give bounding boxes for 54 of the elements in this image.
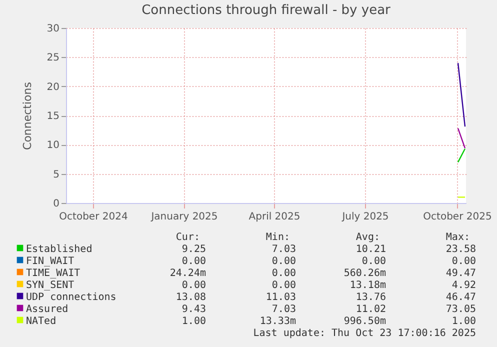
- text: 1.00: [182, 316, 206, 327]
- chart-title: Connections through firewall - by year: [142, 3, 392, 18]
- y-tick-label: 5: [53, 169, 60, 180]
- text: 13.76: [356, 292, 386, 303]
- text: 0.00: [362, 256, 386, 267]
- text: 73.05: [446, 304, 476, 315]
- legend-label: NATed: [26, 316, 56, 327]
- x-tick-label: January 2025: [150, 212, 218, 222]
- text: 996.50m: [344, 316, 386, 327]
- text: 0.00: [452, 256, 476, 267]
- y-tick-label: 15: [46, 111, 60, 122]
- text: 10.21: [356, 244, 386, 255]
- text: 7.03: [272, 304, 296, 315]
- x-tick-label: October 2025: [423, 212, 492, 222]
- text: 0.00: [272, 256, 296, 267]
- text: 0.00: [182, 280, 206, 291]
- text: 11.02: [356, 304, 386, 315]
- text: Cur:: [176, 232, 200, 243]
- text: 0.00: [182, 256, 206, 267]
- text: 7.03: [272, 244, 296, 255]
- text: 23.58: [446, 244, 476, 255]
- x-tick-label: July 2025: [341, 212, 389, 222]
- legend-label: FIN_WAIT: [26, 256, 74, 267]
- text: 13.08: [176, 292, 206, 303]
- text: 1.00: [452, 316, 476, 327]
- legend-label: TIME_WAIT: [26, 268, 80, 279]
- x-tick-label: April 2025: [248, 212, 300, 222]
- legend-label: UDP connections: [26, 292, 116, 303]
- text: 13.18m: [350, 280, 386, 291]
- text: 11.03: [266, 292, 296, 303]
- text: 13.33m: [260, 316, 296, 327]
- text: Min:: [266, 232, 290, 243]
- text: 0.00: [272, 268, 296, 279]
- legend-label: SYN_SENT: [26, 280, 74, 291]
- y-tick-label: 25: [46, 52, 60, 64]
- y-tick-label: 0: [53, 198, 60, 210]
- text: 24.24m: [170, 268, 206, 279]
- text: 46.47: [446, 292, 476, 303]
- y-tick-label: 10: [46, 140, 60, 152]
- text: 9.25: [182, 244, 206, 255]
- text: 9.43: [182, 304, 206, 315]
- x-tick-label: October 2024: [59, 212, 128, 222]
- y-axis-title: Connections: [20, 82, 34, 150]
- text: Avg:: [356, 232, 380, 243]
- legend-label: Established: [26, 244, 92, 255]
- text: 0.00: [272, 280, 296, 291]
- text: 560.26m: [344, 268, 386, 279]
- text: 49.47: [446, 268, 476, 279]
- text: Max:: [446, 232, 470, 243]
- text: 4.92: [452, 280, 476, 291]
- y-tick-label: 20: [46, 82, 60, 93]
- text: Last update: Thu Oct 23 17:00:16 2025: [253, 328, 476, 339]
- legend-label: Assured: [26, 304, 68, 315]
- y-tick-label: 30: [46, 24, 60, 34]
